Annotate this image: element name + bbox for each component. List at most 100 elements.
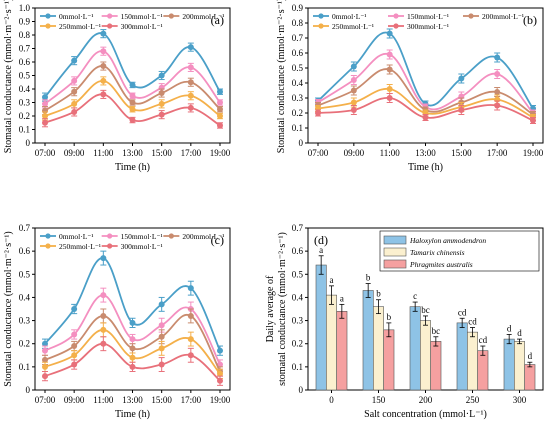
bar [409,306,421,391]
legend-label: 200mmol·L⁻¹ [482,12,524,21]
bar [373,306,384,391]
legend-marker [107,243,113,249]
data-point [129,363,136,370]
y-tick-label: 0.7 [292,33,304,43]
bar [420,320,431,391]
legend-marker [468,13,474,19]
series-2 [42,308,223,377]
y-tick-label: 0.5 [19,269,31,279]
y-tick-label: 0.3 [19,316,31,326]
x-tick-label: 0 [329,395,334,405]
legend-label: 250mmol·L⁻¹ [59,242,101,251]
x-tick-label: 150 [372,395,386,405]
x-tick-label: 11:00 [93,395,114,405]
x-tick-label: 13:00 [122,148,143,158]
data-point [217,377,223,384]
y-axis-label-line2: stomatal conductance (mmol·m⁻²·s⁻¹) [277,232,288,386]
data-point [158,345,165,352]
legend-label: 250mmol·L⁻¹ [59,22,101,31]
y-tick-label: 0.3 [292,93,304,103]
data-point [217,99,223,106]
data-point [217,106,223,113]
y-tick-label: 0.4 [19,292,31,302]
data-point [42,100,48,107]
data-point [129,345,136,352]
legend-marker [168,233,174,239]
data-point [71,108,78,115]
legend-box [379,230,540,272]
y-tick-label: 0.1 [19,362,30,372]
x-tick-label: 17:00 [181,148,202,158]
x-tick-label: 15:00 [151,148,172,158]
panel-label: (d) [314,233,328,247]
bar [430,341,442,391]
series-0 [42,250,223,356]
data-point [100,77,107,84]
bar [336,311,348,391]
legend-marker [318,13,324,19]
legend-swatch [383,235,407,245]
legend-label: 300mmol·L⁻¹ [121,22,163,31]
x-tick-label: 19:00 [210,148,231,158]
y-tick-label: 0.9 [292,3,304,13]
legend-swatch [383,259,407,269]
data-point [158,322,165,329]
legend-label: 300mmol·L⁻¹ [407,22,449,31]
legend-marker [45,243,51,249]
x-tick-label: 11:00 [380,148,401,158]
y-axis-label-line1: Daily average of [265,275,276,342]
legend-marker [318,23,324,29]
significance-letter: a [330,275,334,285]
legend: Haloxylon ammodendron Tamarix chinensis Ph… [379,230,540,272]
series-line [317,31,534,110]
significance-letter: a [319,245,323,255]
data-point [100,63,107,70]
data-point [494,89,501,95]
significance-letter: d [517,328,522,338]
data-point [386,51,393,58]
significance-letter: a [340,293,344,303]
x-axis-label: Time (h) [115,409,150,420]
y-tick-label: 0.1 [292,123,303,133]
legend-label: 150mmol·L⁻¹ [407,12,449,21]
data-point [129,106,136,113]
data-point [71,306,78,312]
data-point [315,110,321,116]
data-point [217,113,223,119]
significance-letter: b [376,289,381,299]
data-point [71,361,78,368]
data-point [158,333,165,340]
x-tick-label: 17:00 [487,148,508,158]
data-point [217,88,223,95]
data-point [187,104,194,111]
data-point [494,54,501,61]
y-tick-label: 0.1 [19,125,30,135]
data-point [71,77,78,84]
data-point [458,75,465,82]
y-tick-label: 0.5 [292,269,304,279]
y-tick-label: 0 [26,385,31,395]
bar [524,364,536,391]
x-tick-label: 13:00 [415,148,436,158]
panel-label: (a) [211,13,224,27]
data-point [217,122,223,129]
data-point [71,343,78,350]
y-tick-label: 0 [299,138,304,148]
legend-label: Haloxylon ammodendron [409,236,486,245]
data-point [350,87,357,94]
legend-label: 150mmol·L⁻¹ [121,232,163,241]
data-point [350,99,357,106]
data-point [100,30,107,37]
data-point [217,370,223,377]
y-axis-label: Stomatal conductance (mmol·m⁻²·s⁻¹) [3,231,14,386]
y-tick-label: 0.2 [292,108,303,118]
data-point [100,312,107,319]
legend-marker [107,13,113,19]
data-point [129,99,136,106]
y-tick-label: 0.7 [19,44,31,54]
y-tick-label: 0.8 [19,30,31,40]
x-tick-label: 17:00 [181,395,202,405]
